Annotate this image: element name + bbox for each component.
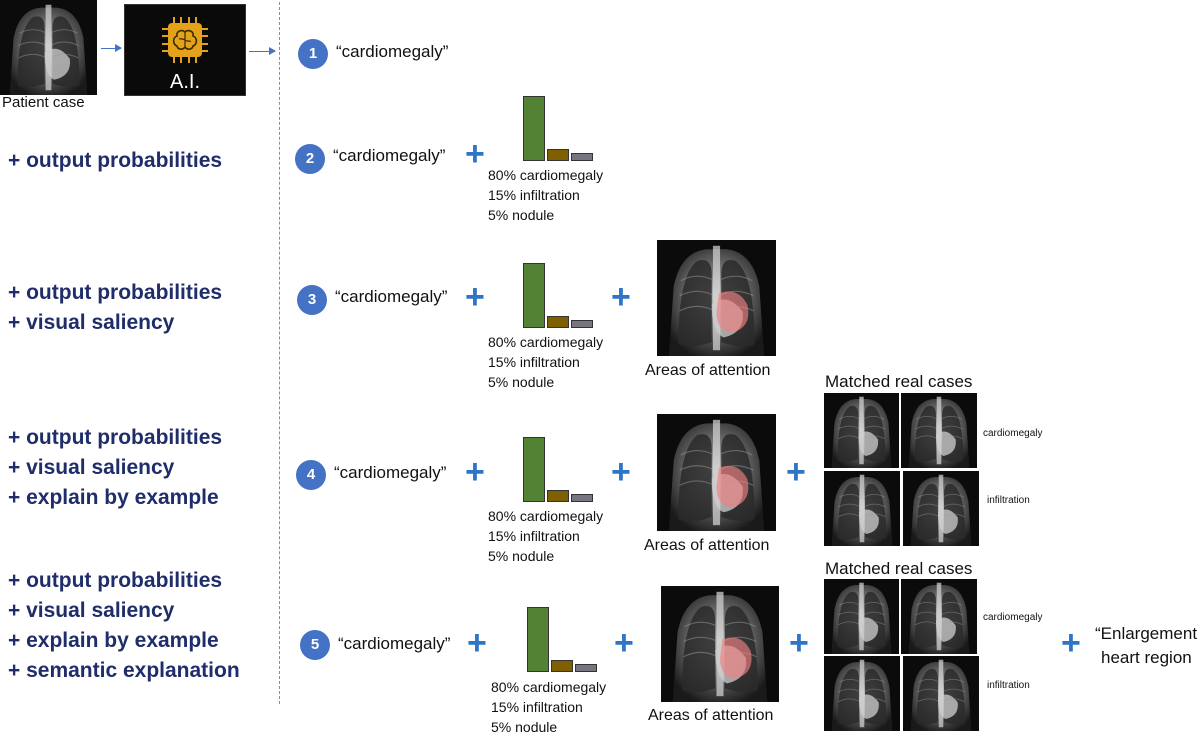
prob-bar-cardiomegaly	[523, 96, 545, 161]
section-divider	[279, 2, 280, 704]
step-badge-4: 4	[296, 460, 326, 490]
left-labels-row2: + output probabilities	[8, 146, 222, 176]
label-visual-saliency: + visual saliency	[8, 456, 175, 479]
prob-line-infiltration: 15% infiltration	[488, 354, 580, 370]
saliency-xray-row3	[657, 240, 776, 356]
plus-row5-3: +	[789, 624, 809, 662]
label-output-probabilities: + output probabilities	[8, 569, 223, 592]
matched-label-cardiomegaly: cardiomegaly	[983, 428, 1043, 439]
matched-cases-title-row5: Matched real cases	[825, 559, 973, 578]
plus-row4-3: +	[786, 453, 806, 491]
prob-line-cardiomegaly: 80% cardiomegaly	[488, 334, 604, 350]
step-badge-5: 5	[300, 630, 330, 660]
label-visual-saliency: + visual saliency	[8, 599, 175, 622]
arrow-to-ai	[101, 44, 122, 52]
label-explain-by-example: + explain by example	[8, 486, 219, 509]
label-explain-by-example: + explain by example	[8, 629, 219, 652]
matched-case-xray	[901, 579, 977, 654]
prob-line-nodule: 5% nodule	[488, 374, 555, 390]
prob-text-row3: 80% cardiomegaly 15% infiltration 5% nod…	[488, 332, 603, 392]
prob-bar-cardiomegaly	[523, 263, 545, 328]
plus-row3-1: +	[465, 278, 485, 316]
matched-label-infiltration: infiltration	[987, 495, 1030, 506]
matched-case-xray	[824, 393, 899, 468]
prediction-row1: “cardiomegaly”	[336, 42, 449, 61]
prob-bar-infiltration	[547, 490, 569, 502]
matched-label-infiltration: infiltration	[987, 680, 1030, 691]
ai-box: A.I.	[124, 4, 246, 96]
prob-bar-cardiomegaly	[523, 437, 545, 502]
semantic-line-1: “Enlargement	[1095, 624, 1198, 643]
plus-row5-2: +	[614, 624, 634, 662]
plus-row5-4: +	[1061, 624, 1081, 662]
label-output-probabilities: + output probabilities	[8, 149, 223, 172]
prob-bar-infiltration	[547, 316, 569, 328]
prediction-row5: “cardiomegaly”	[338, 634, 451, 653]
prob-line-infiltration: 15% infiltration	[491, 699, 583, 715]
matched-case-xray	[824, 579, 899, 654]
label-output-probabilities: + output probabilities	[8, 281, 223, 304]
prob-bar-nodule	[571, 494, 593, 502]
prob-bar-nodule	[575, 664, 597, 672]
prob-line-cardiomegaly: 80% cardiomegaly	[491, 679, 607, 695]
label-visual-saliency: + visual saliency	[8, 311, 175, 334]
matched-case-xray	[903, 471, 979, 546]
prob-line-nodule: 5% nodule	[488, 548, 555, 564]
prob-line-cardiomegaly: 80% cardiomegaly	[488, 508, 604, 524]
prediction-row2: “cardiomegaly”	[333, 146, 446, 165]
prob-bar-nodule	[571, 153, 593, 161]
prob-bar-infiltration	[547, 149, 569, 161]
step-badge-1: 1	[298, 39, 328, 69]
matched-case-xray	[901, 393, 977, 468]
label-semantic-explanation: + semantic explanation	[8, 659, 240, 682]
semantic-line-2: heart region	[1101, 648, 1192, 667]
matched-case-xray	[824, 471, 900, 546]
matched-case-xray	[824, 656, 900, 731]
plus-row2-1: +	[465, 135, 485, 173]
ai-chip-icon	[162, 17, 208, 63]
prob-bar-cardiomegaly	[527, 607, 549, 672]
patient-case-xray	[0, 0, 97, 95]
left-labels-row5: + output probabilities + visual saliency…	[8, 566, 240, 686]
saliency-xray-row4	[657, 414, 776, 531]
prob-line-cardiomegaly: 80% cardiomegaly	[488, 167, 604, 183]
patient-case-label: Patient case	[2, 94, 85, 111]
saliency-caption-row4: Areas of attention	[644, 537, 770, 554]
prob-bar-nodule	[571, 320, 593, 328]
arrow-from-ai	[249, 47, 276, 55]
semantic-explanation: “Enlargement heart region	[1095, 622, 1197, 670]
prediction-row3: “cardiomegaly”	[335, 287, 448, 306]
plus-row3-2: +	[611, 278, 631, 316]
label-output-probabilities: + output probabilities	[8, 426, 223, 449]
prediction-row4: “cardiomegaly”	[334, 463, 447, 482]
prob-line-nodule: 5% nodule	[491, 719, 558, 735]
saliency-caption-row5: Areas of attention	[648, 707, 774, 724]
left-labels-row4: + output probabilities + visual saliency…	[8, 423, 222, 513]
saliency-caption-row3: Areas of attention	[645, 362, 771, 379]
prob-line-nodule: 5% nodule	[488, 207, 555, 223]
plus-row5-1: +	[467, 624, 487, 662]
matched-case-xray	[903, 656, 979, 731]
step-badge-3: 3	[297, 285, 327, 315]
prob-text-row2: 80% cardiomegaly 15% infiltration 5% nod…	[488, 165, 603, 225]
plus-row4-2: +	[611, 453, 631, 491]
step-badge-2: 2	[295, 144, 325, 174]
left-labels-row3: + output probabilities + visual saliency	[8, 278, 222, 338]
matched-label-cardiomegaly: cardiomegaly	[983, 612, 1043, 623]
prob-line-infiltration: 15% infiltration	[488, 528, 580, 544]
prob-text-row4: 80% cardiomegaly 15% infiltration 5% nod…	[488, 506, 603, 566]
prob-bar-infiltration	[551, 660, 573, 672]
plus-row4-1: +	[465, 453, 485, 491]
saliency-xray-row5	[661, 586, 779, 702]
ai-label: A.I.	[169, 71, 200, 93]
prob-line-infiltration: 15% infiltration	[488, 187, 580, 203]
matched-cases-title-row4: Matched real cases	[825, 372, 973, 391]
prob-text-row5: 80% cardiomegaly 15% infiltration 5% nod…	[491, 677, 606, 737]
